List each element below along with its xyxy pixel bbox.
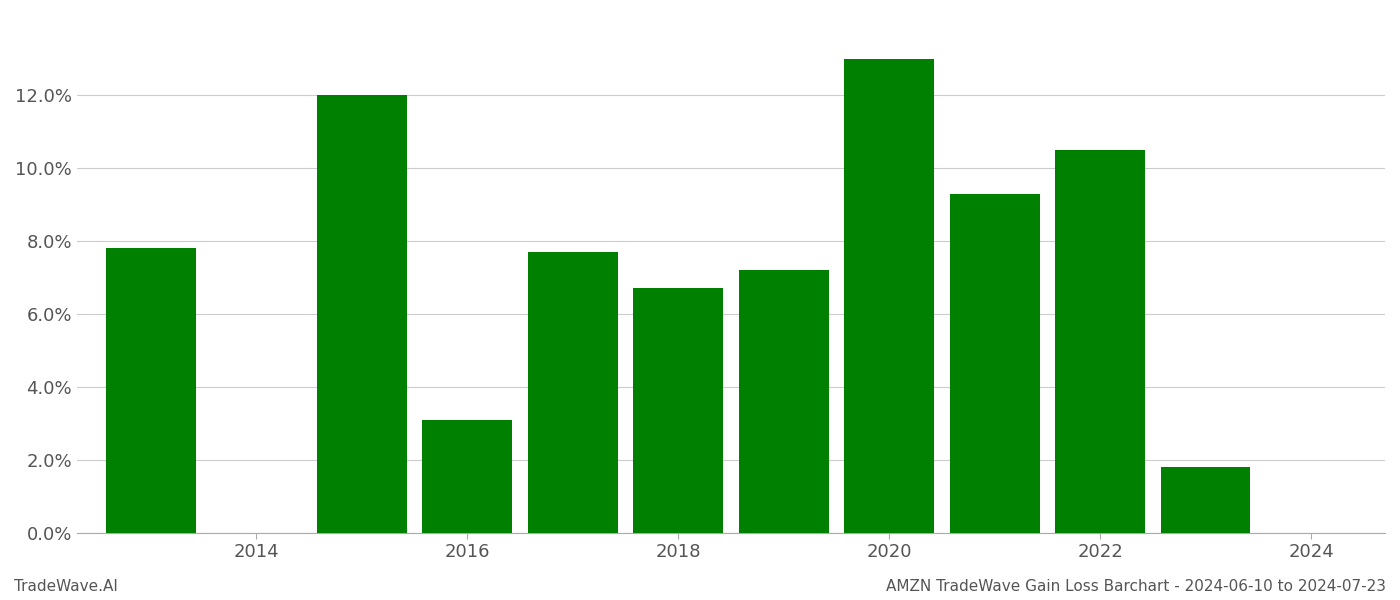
- Text: AMZN TradeWave Gain Loss Barchart - 2024-06-10 to 2024-07-23: AMZN TradeWave Gain Loss Barchart - 2024…: [886, 579, 1386, 594]
- Bar: [316, 95, 406, 533]
- Text: TradeWave.AI: TradeWave.AI: [14, 579, 118, 594]
- Bar: [739, 270, 829, 533]
- Bar: [528, 252, 617, 533]
- Bar: [1161, 467, 1250, 533]
- Bar: [1056, 150, 1145, 533]
- Bar: [106, 248, 196, 533]
- Bar: [949, 194, 1040, 533]
- Bar: [844, 59, 934, 533]
- Bar: [633, 289, 722, 533]
- Bar: [423, 419, 512, 533]
